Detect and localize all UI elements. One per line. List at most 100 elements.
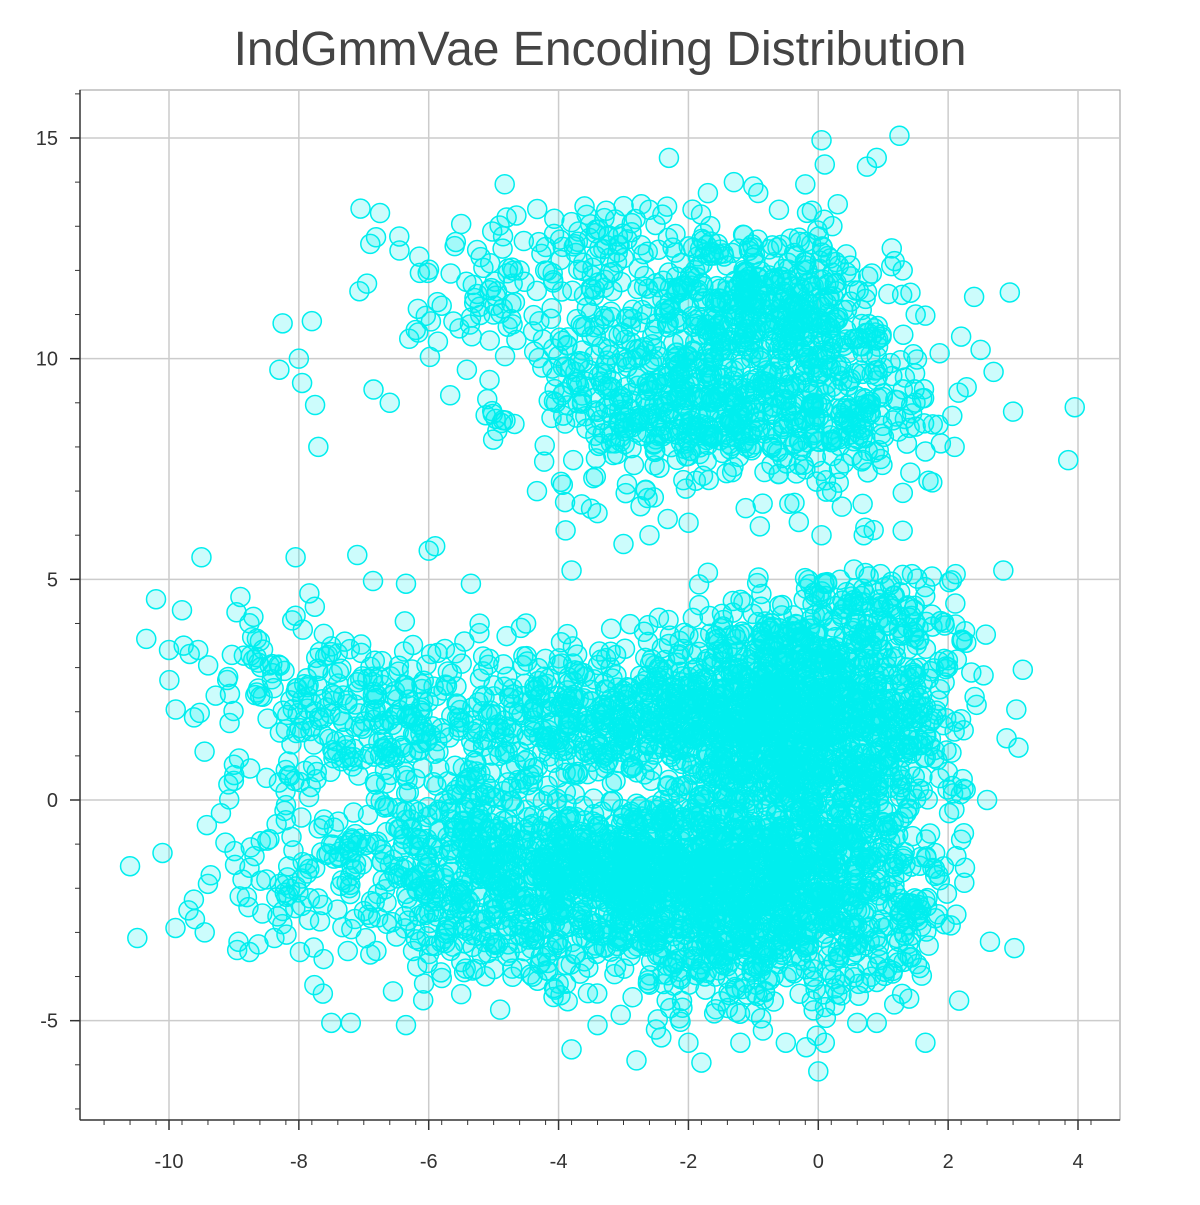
data-point bbox=[558, 992, 577, 1011]
data-point bbox=[160, 671, 179, 690]
data-point bbox=[281, 879, 300, 898]
data-point bbox=[761, 727, 780, 746]
data-point bbox=[706, 866, 725, 885]
data-point bbox=[780, 775, 799, 794]
data-point bbox=[375, 798, 394, 817]
data-point bbox=[439, 857, 458, 876]
data-point bbox=[497, 627, 516, 646]
data-point bbox=[432, 969, 451, 988]
data-point bbox=[312, 843, 331, 862]
data-point bbox=[436, 934, 455, 953]
data-point bbox=[531, 857, 550, 876]
data-point bbox=[414, 991, 433, 1010]
data-point bbox=[653, 738, 672, 757]
data-point bbox=[819, 862, 838, 881]
data-point bbox=[564, 451, 583, 470]
data-point bbox=[735, 820, 754, 839]
data-point bbox=[329, 812, 348, 831]
data-point bbox=[761, 971, 780, 990]
data-point bbox=[277, 925, 296, 944]
data-point bbox=[474, 647, 493, 666]
data-point bbox=[921, 824, 940, 843]
data-point bbox=[615, 901, 634, 920]
data-point bbox=[670, 906, 689, 925]
data-point bbox=[726, 929, 745, 948]
data-point bbox=[333, 918, 352, 937]
data-point bbox=[849, 974, 868, 993]
data-point bbox=[601, 658, 620, 677]
data-point bbox=[698, 763, 717, 782]
data-point bbox=[486, 935, 505, 954]
data-point bbox=[459, 911, 478, 930]
data-point bbox=[462, 711, 481, 730]
data-point bbox=[980, 932, 999, 951]
data-point bbox=[523, 967, 542, 986]
data-point bbox=[574, 895, 593, 914]
data-point bbox=[647, 711, 666, 730]
data-point bbox=[653, 965, 672, 984]
data-point bbox=[832, 986, 851, 1005]
y-tick-label: 0 bbox=[47, 790, 58, 812]
data-point bbox=[383, 982, 402, 1001]
data-point bbox=[873, 812, 892, 831]
data-point bbox=[531, 947, 550, 966]
data-point bbox=[234, 646, 253, 665]
data-point bbox=[590, 844, 609, 863]
x-tick-label: 4 bbox=[1072, 1151, 1083, 1173]
data-point bbox=[525, 923, 544, 942]
data-point bbox=[820, 768, 839, 787]
data-point bbox=[603, 742, 622, 761]
data-point bbox=[370, 715, 389, 734]
data-point bbox=[389, 656, 408, 675]
data-point bbox=[715, 679, 734, 698]
data-point bbox=[377, 893, 396, 912]
data-point bbox=[821, 909, 840, 928]
data-point bbox=[128, 929, 147, 948]
data-point bbox=[683, 608, 702, 627]
data-point bbox=[768, 799, 787, 818]
data-point bbox=[533, 721, 552, 740]
data-point bbox=[283, 700, 302, 719]
data-point bbox=[501, 761, 520, 780]
data-point bbox=[797, 1038, 816, 1057]
data-point bbox=[813, 821, 832, 840]
data-point bbox=[764, 992, 783, 1011]
data-point bbox=[769, 200, 788, 219]
data-point bbox=[471, 764, 490, 783]
data-point bbox=[351, 717, 370, 736]
data-point bbox=[831, 804, 850, 823]
data-point bbox=[490, 883, 509, 902]
data-point bbox=[770, 820, 789, 839]
data-point bbox=[305, 597, 324, 616]
data-point bbox=[282, 827, 301, 846]
data-point bbox=[220, 684, 239, 703]
data-point bbox=[411, 698, 430, 717]
data-point bbox=[674, 932, 693, 951]
data-point bbox=[623, 988, 642, 1007]
data-point bbox=[697, 808, 716, 827]
data-point bbox=[409, 715, 428, 734]
data-point bbox=[705, 919, 724, 938]
data-point bbox=[1005, 939, 1024, 958]
data-point bbox=[741, 723, 760, 742]
data-point bbox=[416, 905, 435, 924]
data-point bbox=[576, 743, 595, 762]
data-point bbox=[611, 1005, 630, 1024]
data-point bbox=[659, 770, 678, 789]
x-tick-label: 2 bbox=[943, 1151, 954, 1173]
data-point bbox=[503, 917, 522, 936]
data-point bbox=[455, 632, 474, 651]
data-point bbox=[798, 203, 817, 222]
data-point bbox=[396, 810, 415, 829]
data-point bbox=[536, 649, 555, 668]
data-point bbox=[716, 789, 735, 808]
data-point bbox=[346, 695, 365, 714]
data-point bbox=[716, 839, 735, 858]
data-point bbox=[679, 871, 698, 890]
data-point bbox=[852, 793, 871, 812]
data-point bbox=[656, 650, 675, 669]
data-point bbox=[314, 950, 333, 969]
data-point bbox=[605, 965, 624, 984]
